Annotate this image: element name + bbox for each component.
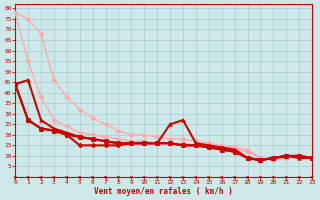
X-axis label: Vent moyen/en rafales ( km/h ): Vent moyen/en rafales ( km/h ) <box>94 187 233 196</box>
